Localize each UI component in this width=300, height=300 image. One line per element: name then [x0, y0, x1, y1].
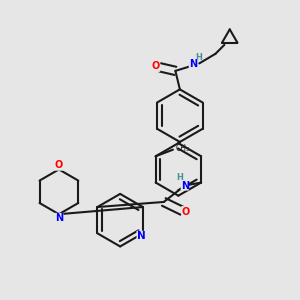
- Text: N: N: [137, 231, 146, 241]
- Text: O: O: [55, 160, 63, 170]
- Text: N: N: [55, 213, 63, 224]
- Text: N: N: [189, 59, 197, 69]
- Text: H: H: [196, 53, 202, 62]
- Text: O: O: [152, 61, 160, 71]
- Text: H: H: [177, 173, 184, 182]
- Text: N: N: [181, 181, 189, 190]
- Text: O: O: [182, 206, 190, 217]
- Text: CH₃: CH₃: [175, 144, 189, 153]
